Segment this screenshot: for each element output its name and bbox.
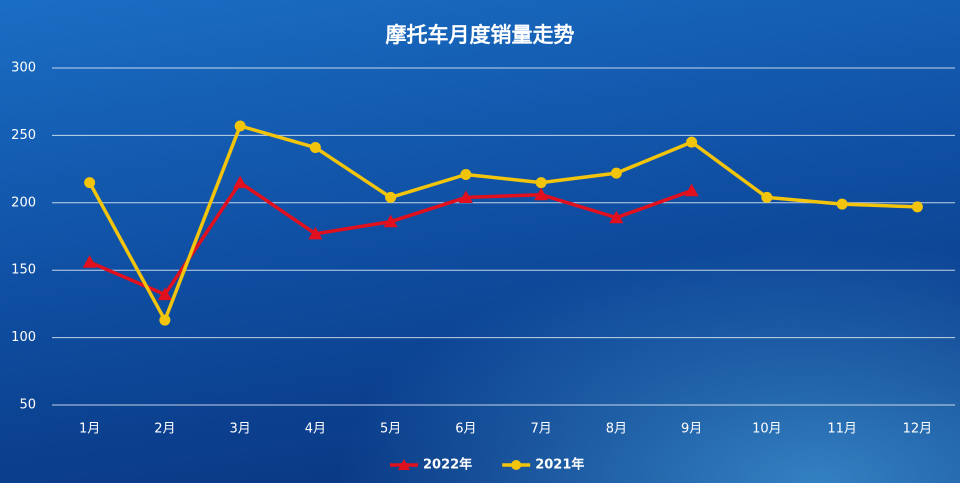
x-tick-label: 11月 xyxy=(827,422,857,437)
y-tick-label: 150 xyxy=(11,263,36,278)
data-point xyxy=(684,183,699,197)
data-point xyxy=(233,175,248,189)
data-point xyxy=(535,177,547,189)
y-tick-label: 250 xyxy=(11,128,36,143)
x-tick-label: 12月 xyxy=(903,422,933,437)
y-tick-label: 50 xyxy=(19,398,36,413)
data-point xyxy=(82,255,97,268)
data-point xyxy=(157,287,172,301)
data-point xyxy=(159,314,171,326)
x-tick-label: 10月 xyxy=(752,422,782,437)
data-point xyxy=(761,191,773,203)
data-point xyxy=(610,167,622,179)
data-point xyxy=(383,214,398,228)
x-tick-label: 4月 xyxy=(305,422,326,437)
data-point xyxy=(911,201,923,213)
legend-label: 2021年 xyxy=(535,457,584,473)
x-tick-label: 9月 xyxy=(681,422,702,437)
series-line xyxy=(88,124,918,322)
data-point xyxy=(609,210,624,224)
y-tick-label: 300 xyxy=(11,61,36,76)
data-point xyxy=(385,191,397,203)
data-point xyxy=(836,198,848,210)
legend-marker xyxy=(511,460,522,470)
legend-label: 2022年 xyxy=(423,457,472,473)
y-tick-label: 200 xyxy=(11,195,36,210)
data-point xyxy=(458,190,473,204)
x-tick-label: 1月 xyxy=(79,422,100,437)
x-tick-label: 5月 xyxy=(380,422,401,437)
data-point xyxy=(309,142,321,154)
x-tick-label: 6月 xyxy=(455,422,476,437)
legend-marker xyxy=(398,459,410,470)
x-tick-label: 8月 xyxy=(606,422,627,437)
data-point xyxy=(84,177,96,189)
chart-title: 摩托车月度销量走势 xyxy=(386,23,575,47)
x-tick-label: 2月 xyxy=(154,422,175,437)
data-point xyxy=(234,120,246,132)
y-tick-label: 100 xyxy=(11,330,36,345)
data-point xyxy=(308,226,323,240)
data-point xyxy=(460,168,472,180)
data-point xyxy=(534,187,549,201)
data-point xyxy=(686,136,698,148)
x-tick-label: 3月 xyxy=(229,422,250,437)
x-tick-label: 7月 xyxy=(530,422,551,437)
